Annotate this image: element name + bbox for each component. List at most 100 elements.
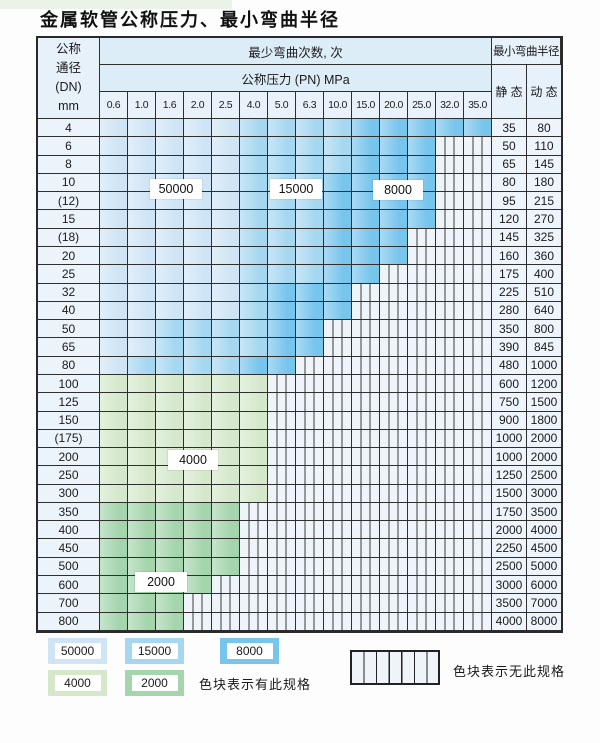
no-spec-cell — [464, 466, 492, 485]
no-spec-cell — [464, 210, 492, 229]
no-spec-cell — [296, 594, 324, 613]
spec-cell — [184, 265, 212, 284]
dynamic-radius-cell: 2000 — [527, 448, 561, 467]
pressure-tick: 1.0 — [128, 92, 156, 119]
no-spec-cell — [436, 356, 464, 375]
spec-cell — [184, 484, 212, 503]
spec-cell — [184, 557, 212, 577]
header-dn-line: mm — [58, 99, 79, 113]
spec-cell — [184, 338, 212, 357]
spec-cell — [100, 246, 128, 266]
spec-cell — [212, 119, 240, 138]
spec-cell — [324, 301, 352, 321]
spec-cell — [128, 246, 156, 266]
spec-cell — [268, 301, 296, 321]
spec-cell — [156, 521, 184, 540]
no-spec-cell — [268, 539, 296, 558]
no-spec-cell — [436, 192, 464, 211]
no-spec-cell — [464, 246, 492, 266]
no-spec-cell — [436, 320, 464, 339]
legend-swatch-label: 2000 — [131, 675, 178, 691]
spec-cell — [156, 301, 184, 321]
legend-has-spec-text: 色块表示有此规格 — [199, 676, 312, 692]
spec-cell — [100, 356, 128, 375]
dynamic-radius-cell: 110 — [527, 137, 561, 156]
spec-cell — [100, 173, 128, 193]
spec-table: 公称 通径 (DN) mm 最少弯曲次数, 次 最小弯曲半径 公称压力 (PN)… — [36, 36, 563, 633]
legend-swatch-label: 50000 — [54, 643, 101, 659]
table-row: 700 3500 7000 — [38, 594, 561, 613]
spec-cell — [128, 466, 156, 485]
spec-cell — [100, 192, 128, 211]
spec-cell — [296, 119, 324, 138]
static-radius-cell: 145 — [492, 228, 527, 247]
no-spec-cell — [212, 576, 240, 595]
no-spec-cell — [408, 429, 436, 449]
no-spec-cell — [380, 539, 408, 558]
no-spec-cell — [352, 356, 380, 375]
spec-cell — [156, 502, 184, 522]
no-spec-cell — [380, 429, 408, 449]
pressure-tick: 35.0 — [464, 92, 492, 119]
spec-cell — [212, 338, 240, 357]
no-spec-cell — [352, 484, 380, 503]
spec-cell — [156, 338, 184, 357]
dynamic-radius-cell: 360 — [527, 246, 561, 266]
legend-swatch-50000: 50000 — [48, 638, 107, 664]
spec-cell — [128, 502, 156, 522]
spec-cell — [268, 283, 296, 302]
dn-label-cell: 250 — [38, 466, 100, 485]
no-spec-cell — [436, 374, 464, 394]
spec-cell — [212, 557, 240, 577]
no-spec-cell — [436, 173, 464, 193]
table-row: 20 160 360 — [38, 246, 561, 266]
spec-cell — [100, 466, 128, 485]
dn-label-cell: 350 — [38, 502, 100, 522]
no-spec-cell — [436, 521, 464, 540]
no-spec-cell — [408, 393, 436, 412]
dynamic-radius-cell: 4500 — [527, 539, 561, 558]
no-spec-cell — [296, 466, 324, 485]
spec-cell — [184, 393, 212, 412]
dn-label-cell: 80 — [38, 356, 100, 375]
spec-cell — [156, 411, 184, 430]
no-spec-cell — [380, 411, 408, 430]
spec-cell — [240, 119, 268, 138]
spec-cell — [128, 137, 156, 156]
legend-row-blue: 50000 15000 8000 — [0, 638, 279, 664]
no-spec-cell — [324, 448, 352, 467]
spec-cell — [100, 155, 128, 174]
no-spec-cell — [380, 301, 408, 321]
no-spec-cell — [268, 594, 296, 613]
spec-cell — [184, 356, 212, 375]
spec-cell — [156, 210, 184, 229]
spec-cell — [324, 228, 352, 247]
dynamic-radius-cell: 215 — [527, 192, 561, 211]
no-spec-cell — [240, 539, 268, 558]
no-spec-cell — [268, 393, 296, 412]
spec-cell — [100, 228, 128, 247]
no-spec-cell — [436, 393, 464, 412]
pressure-tick: 4.0 — [240, 92, 268, 119]
dynamic-radius-cell: 80 — [527, 119, 561, 138]
spec-cell — [156, 283, 184, 302]
spec-cell — [184, 155, 212, 174]
spec-cell — [240, 320, 268, 339]
dynamic-radius-cell: 3500 — [527, 502, 561, 522]
spec-cell — [408, 210, 436, 229]
no-spec-cell — [408, 338, 436, 357]
spec-cell — [240, 393, 268, 412]
no-spec-cell — [296, 411, 324, 430]
no-spec-cell — [352, 283, 380, 302]
spec-cell — [212, 210, 240, 229]
table-row: 300 1500 3000 — [38, 484, 561, 503]
table-row: 32 225 510 — [38, 283, 561, 302]
spec-cell — [156, 393, 184, 412]
no-spec-cell — [296, 393, 324, 412]
spec-cell — [212, 265, 240, 284]
dynamic-radius-cell: 270 — [527, 210, 561, 229]
spec-cell — [184, 466, 212, 485]
spec-cell — [156, 228, 184, 247]
zone-label-8000: 8000 — [373, 180, 423, 200]
no-spec-cell — [296, 448, 324, 467]
